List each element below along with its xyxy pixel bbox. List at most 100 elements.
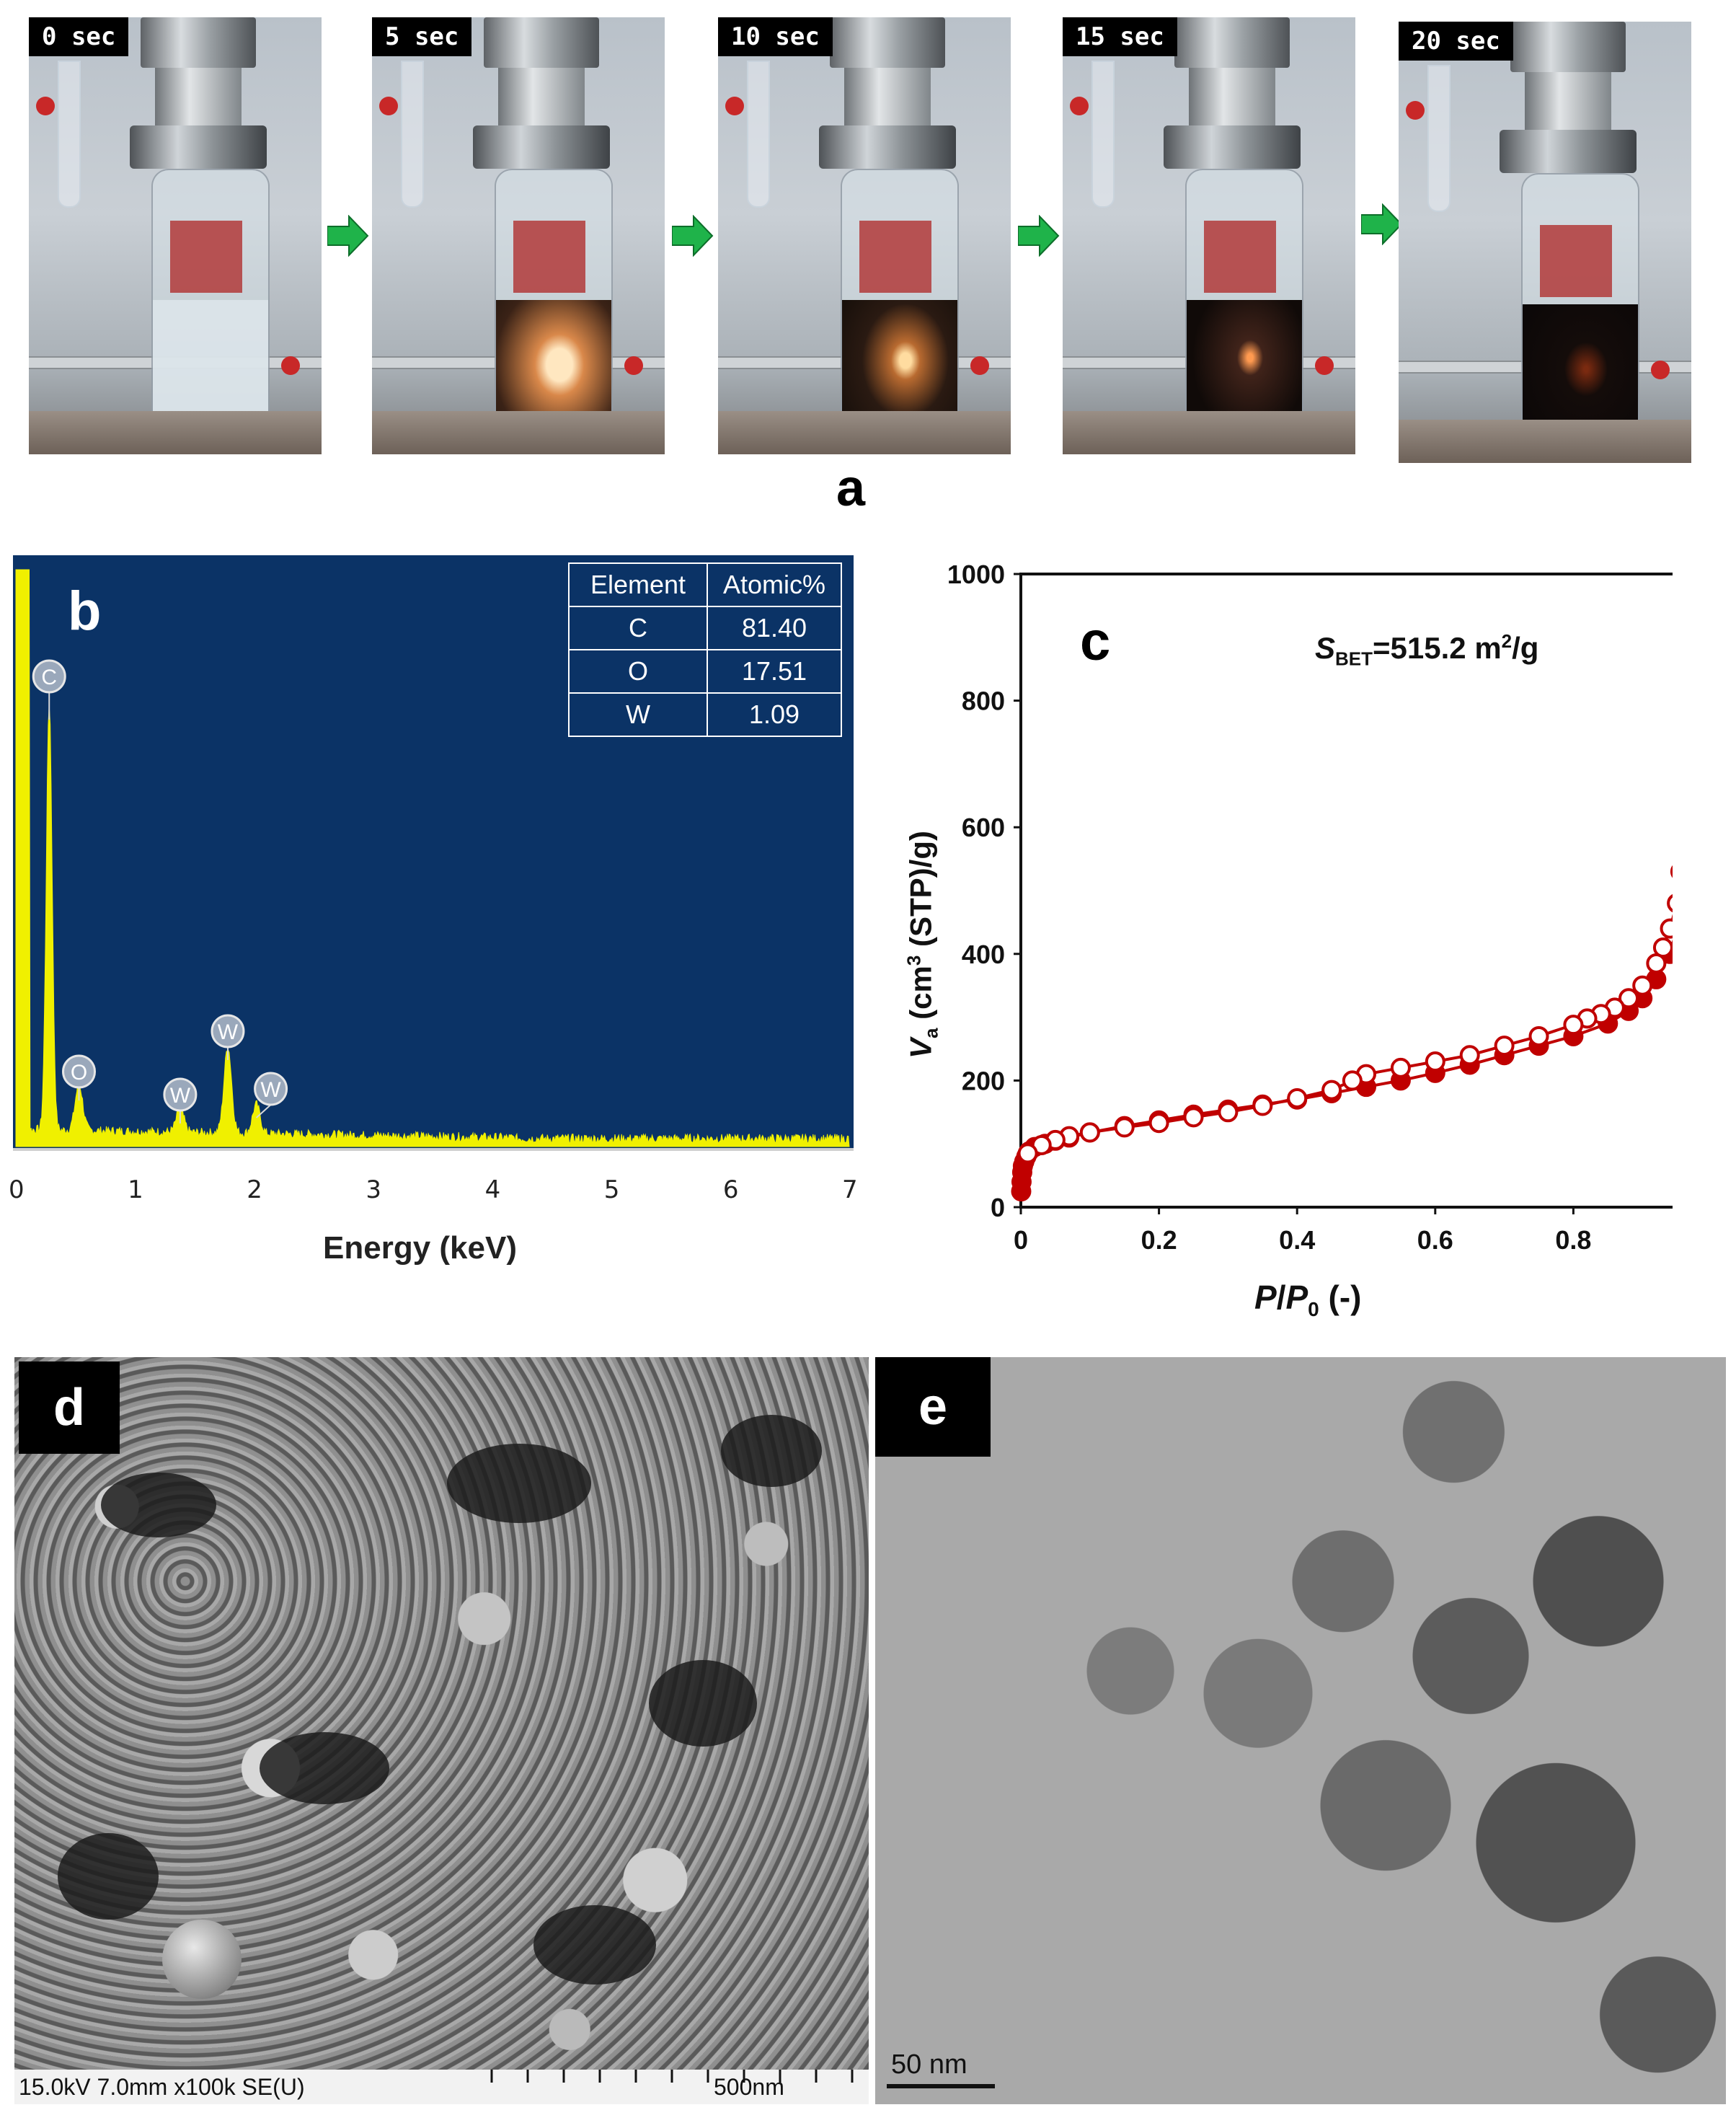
desorption-point [1183,1107,1204,1128]
annotation-unit: /g [1512,631,1539,665]
tem-scale-bar [887,2084,995,2088]
sem-scale-label: 500nm [714,2074,784,2100]
annotation-sub: BET [1335,648,1373,670]
desorption-point [1459,1045,1480,1066]
reactor-photo-20s: 20 sec [1399,22,1691,463]
arrow-right-icon [672,215,714,257]
edx-x-tick-label: 2 [247,1175,262,1204]
desorption-point [1670,865,1673,878]
time-label: 20 sec [1399,22,1513,61]
sem-micrograph: d 15.0kV 7.0mm x100k SE(U) 500nm [14,1357,869,2104]
table-header-atomic: Atomic% [707,562,842,607]
desorption-point [1114,1117,1135,1138]
reactor-photo-15s: 15 sec [1063,17,1355,454]
desorption-point [1494,1036,1515,1056]
table-row: C 81.40 [568,606,842,650]
x-tick-label: 0.2 [1141,1225,1177,1255]
panel-letter-b: b [68,581,102,642]
x-tick-label: 0.6 [1417,1225,1453,1255]
y-tick-label: 0 [991,1193,1005,1222]
peak-label-w: W [218,1020,239,1044]
annotation-value: =515.2 m [1373,631,1502,665]
arrow-right-icon [1361,203,1403,245]
desorption-point [1632,975,1653,996]
desorption-point [1218,1102,1239,1123]
bet-isotherm-plot: 00.20.40.60.8102004006008001000 [947,560,1673,1255]
desorption-point [1321,1080,1342,1100]
xlabel-sub: 0 [1308,1298,1319,1321]
edx-x-tick-label: 3 [366,1175,382,1204]
arrow-right-icon [1018,215,1060,257]
ylabel-sub: a [920,1028,942,1038]
y-tick-label: 200 [962,1066,1005,1095]
sem-acquisition-info: 15.0kV 7.0mm x100k SE(U) [19,2074,305,2100]
reactor-photo-0s: 0 sec [29,17,322,454]
panel-letter-a: a [836,459,866,517]
tem-scale-label: 50 nm [891,2049,967,2080]
x-tick-label: 0 [1014,1225,1028,1255]
edx-x-tick-label: 5 [603,1175,620,1204]
peak-label-c: C [41,666,57,689]
y-tick-label: 400 [962,940,1005,969]
arrow-right-icon [327,215,369,257]
bet-x-axis-title: P/P0 (-) [1254,1278,1361,1321]
xlabel-p0: P [1285,1279,1308,1316]
bet-y-axis-title: Va (cm3 (STP)/g) [903,831,942,1059]
time-label: 10 sec [718,17,833,56]
desorption-point [1646,953,1667,974]
xlabel-p: P [1254,1279,1277,1316]
time-label: 0 sec [29,17,129,56]
xlabel-tail: (-) [1319,1279,1362,1316]
desorption-point [1425,1051,1445,1072]
table-header-element: Element [568,562,708,607]
desorption-point [1390,1057,1411,1078]
table-cell-element: C [568,606,708,650]
sem-info-bar: 15.0kV 7.0mm x100k SE(U) 500nm [14,2070,869,2104]
bet-surface-area-annotation: SBET=515.2 m2/g [1315,630,1538,670]
table-cell-element: O [568,649,708,694]
annotation-sup: 2 [1501,630,1513,652]
edx-x-axis-title: Energy (keV) [323,1230,517,1266]
desorption-point [1252,1095,1273,1116]
desorption-point [1563,1015,1584,1036]
desorption-point [1528,1025,1549,1046]
y-tick-label: 600 [962,813,1005,842]
y-tick-label: 1000 [947,560,1005,589]
panel-letter-c: c [1080,611,1111,672]
desorption-point [1017,1143,1038,1164]
table-cell-element: W [568,692,708,737]
ylabel-v: V [903,1038,938,1059]
tem-micrograph: e 50 nm [875,1357,1726,2104]
peak-marker [163,1077,198,1112]
reactor-photo-10s: 10 sec [718,17,1011,454]
desorption-point [1079,1122,1100,1143]
desorption-point [1667,893,1673,913]
table-cell-value: 1.09 [707,692,842,737]
atomic-percent-table: Element Atomic% C 81.40 O 17.51 W 1.09 [568,562,842,737]
peak-label-w: W [170,1084,191,1108]
peak-marker [62,1054,97,1089]
peak-label-o: O [71,1061,87,1085]
peak-label-w: W [260,1078,281,1102]
x-tick-label: 0.4 [1279,1225,1315,1255]
peak-marker [32,659,66,694]
edx-x-tick-label: 7 [842,1175,858,1204]
panel-letter-d: d [19,1361,120,1454]
time-label: 5 sec [372,17,472,56]
edx-x-tick-label: 6 [722,1175,739,1204]
panel-letter-e: e [875,1357,991,1457]
table-cell-value: 81.40 [707,606,842,650]
x-tick-label: 0.8 [1555,1225,1591,1255]
desorption-point [1287,1087,1308,1108]
spherical-particle [162,1920,242,1999]
ylabel-sup: 3 [903,955,925,966]
plot-frame [1019,573,1673,1209]
peak-marker [211,1014,245,1049]
time-label: 15 sec [1063,17,1177,56]
desorption-point [1342,1070,1363,1091]
sem-scale-ticks [490,2070,854,2083]
desorption-point [1618,988,1639,1009]
peak-marker [254,1072,288,1106]
